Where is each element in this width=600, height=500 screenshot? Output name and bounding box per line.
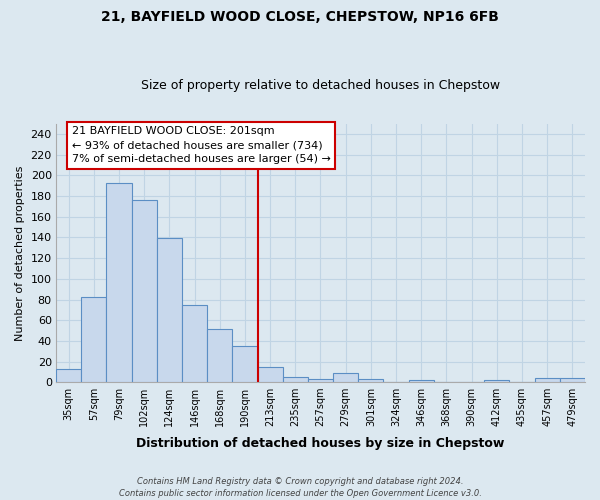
- Bar: [409, 380, 434, 382]
- Bar: [308, 379, 333, 382]
- Bar: [182, 304, 207, 382]
- Text: 21, BAYFIELD WOOD CLOSE, CHEPSTOW, NP16 6FB: 21, BAYFIELD WOOD CLOSE, CHEPSTOW, NP16 …: [101, 10, 499, 24]
- Bar: [157, 238, 182, 382]
- Bar: [257, 366, 283, 382]
- X-axis label: Distribution of detached houses by size in Chepstow: Distribution of detached houses by size …: [136, 437, 505, 450]
- Bar: [232, 346, 257, 382]
- Bar: [560, 378, 585, 382]
- Title: Size of property relative to detached houses in Chepstow: Size of property relative to detached ho…: [141, 79, 500, 92]
- Bar: [131, 200, 157, 382]
- Bar: [484, 380, 509, 382]
- Text: Contains HM Land Registry data © Crown copyright and database right 2024.
Contai: Contains HM Land Registry data © Crown c…: [119, 476, 481, 498]
- Bar: [207, 330, 232, 382]
- Bar: [106, 182, 131, 382]
- Y-axis label: Number of detached properties: Number of detached properties: [15, 166, 25, 340]
- Bar: [283, 377, 308, 382]
- Bar: [358, 379, 383, 382]
- Bar: [535, 378, 560, 382]
- Text: 21 BAYFIELD WOOD CLOSE: 201sqm
← 93% of detached houses are smaller (734)
7% of : 21 BAYFIELD WOOD CLOSE: 201sqm ← 93% of …: [72, 126, 331, 164]
- Bar: [333, 373, 358, 382]
- Bar: [56, 369, 81, 382]
- Bar: [81, 298, 106, 382]
